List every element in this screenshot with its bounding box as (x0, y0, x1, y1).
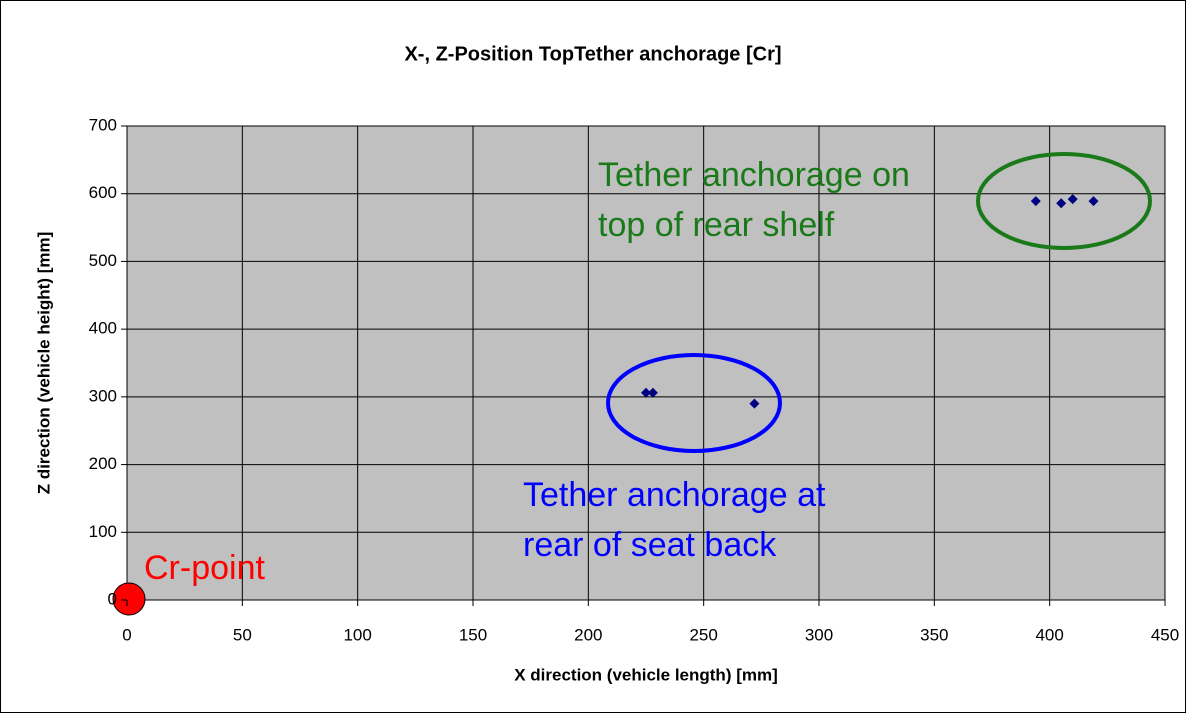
y-tick-label: 600 (89, 183, 117, 202)
x-tick-label: 300 (805, 625, 833, 644)
x-tick-label: 100 (343, 625, 371, 644)
point (1067, 194, 1078, 205)
y-tick-label: 100 (89, 522, 117, 541)
y-tick-label: 500 (89, 251, 117, 270)
x-axis-label: X direction (vehicle length) [mm] (514, 665, 778, 684)
chart-title: X-, Z-Position TopTether anchorage [Cr] (404, 43, 781, 65)
x-tick-label: 250 (689, 625, 717, 644)
blue-ellipse (606, 353, 782, 453)
point (641, 387, 651, 398)
x-tick-label: 350 (920, 625, 948, 644)
x-tick-label: 50 (233, 625, 252, 644)
y-tick-label: 400 (89, 319, 117, 338)
x-tick-label: 400 (1035, 625, 1063, 644)
x-tick-label: 0 (122, 625, 131, 644)
annotation: Tether anchorage on (598, 156, 910, 194)
plot (126, 125, 1166, 601)
annotation: Tether anchorage at (523, 476, 826, 514)
annotation: Cr-point (144, 549, 265, 587)
point (1056, 198, 1067, 209)
y-tick-label: 0 (108, 589, 117, 608)
point (1030, 196, 1041, 207)
y-tick-label: 200 (89, 454, 117, 473)
x-tick-label: 150 (459, 625, 487, 644)
annotation: rear of seat back (523, 526, 777, 564)
cr-point (112, 582, 146, 616)
x-tick-label: 200 (574, 625, 602, 644)
point (647, 387, 658, 398)
x-tick-label: 450 (1151, 625, 1179, 644)
point (749, 398, 760, 409)
green-ellipse (976, 152, 1152, 250)
annotation: top of rear shelf (598, 206, 835, 244)
y-axis-label: Z direction (vehicle height) [mm] (34, 232, 53, 495)
point (1088, 196, 1099, 207)
y-tick-label: 700 (89, 115, 117, 134)
y-tick-label: 300 (89, 386, 117, 405)
